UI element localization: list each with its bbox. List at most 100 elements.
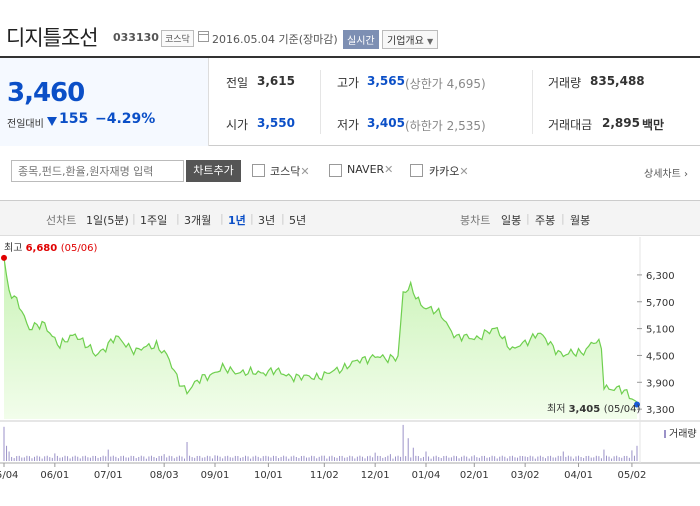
trade-value: 2,895 [602,116,640,130]
volume-bar [290,456,292,461]
remove-icon[interactable]: ✕ [459,165,469,178]
volume-bar [557,455,559,461]
volume-bar [44,456,46,461]
volume-bar [117,458,119,461]
compare-checkbox-kosdaq[interactable] [252,164,265,177]
x-tick-label: 05/02 [618,470,647,481]
x-tick-label: 06/01 [40,470,69,481]
volume-bar [21,457,23,461]
volume-bar [168,455,170,461]
price-chart[interactable]: 6,300 5,700 5,100 4,500 3,900 3,300 최고 6,680 (… [0,237,700,506]
compare-checkbox-naver[interactable] [329,164,342,177]
volume-bar [262,456,264,461]
volume-bar [229,457,231,461]
volume-bar [448,457,450,461]
chart-tabs: 선차트 1일(5분) | 1주일 | 3개월 | 1년 | 3년 | 5년 봉차… [0,200,700,236]
remove-icon[interactable]: ✕ [384,163,394,176]
x-tick-label: 10/01 [254,470,283,481]
volume-bar [534,458,536,461]
min-label: 최저 3,405 (05/04) [547,403,640,415]
volume-bar [583,457,585,461]
volume-bar [407,438,409,461]
volume-bar [125,457,127,461]
volume-bar [245,455,247,461]
tab-daily[interactable]: 일봉 [501,214,522,227]
volume-bar [382,457,384,461]
volume-bar [598,456,600,461]
company-info-dropdown[interactable]: 기업개요 ▼ [382,30,439,49]
volume-bar [631,450,633,461]
volume-bar [354,458,356,461]
tab-3month[interactable]: 3개월 [184,214,212,227]
volume-bar [110,456,112,461]
volume-bar [532,456,534,461]
volume-bar [300,456,302,461]
volume-bar [491,455,493,461]
tab-1day[interactable]: 1일(5분) [86,214,129,227]
price-area [4,257,637,419]
volume-bar [145,458,147,461]
volume-bar [605,455,607,461]
volume-bar [537,456,539,461]
calendar-icon [198,31,209,42]
volume-bar [621,457,623,461]
tab-1year[interactable]: 1년 [228,214,246,227]
volume-bar [275,456,277,461]
volume-bar [524,456,526,461]
y-tick-label: 5,100 [646,325,675,336]
volume-bar [433,456,435,461]
low-label: 저가 [337,118,360,132]
remove-icon[interactable]: ✕ [300,165,310,178]
volume-bar [331,455,333,461]
volume-bar [140,455,142,461]
volume-bar [377,455,379,461]
volume-bar [374,452,376,461]
volume-bar [626,455,628,461]
volume-bar [255,455,257,461]
add-chart-button[interactable]: 차트추가 [186,160,241,182]
volume-bar [107,449,109,461]
volume-bar [410,457,412,461]
volume-bar [600,458,602,461]
tab-weekly[interactable]: 주봉 [535,214,556,227]
volume-bar [364,458,366,461]
volume-bar [181,456,183,461]
volume-bar [227,455,229,461]
volume-bar [623,455,625,461]
volume-bar [555,457,557,461]
volume-bar [473,455,475,461]
volume-bar [79,458,81,461]
volume-bar [64,455,66,461]
tab-5year[interactable]: 5년 [289,214,307,227]
volume-bar [153,456,155,461]
volume-bar [316,458,318,461]
realtime-button[interactable]: 실시간 [343,30,379,49]
volume-bar [252,456,254,461]
volume-bar [222,458,224,461]
volume-bar [349,455,351,461]
volume-bar [295,456,297,461]
volume-bar [461,456,463,461]
x-tick-label: 05/04 [0,470,18,481]
volume-bar [250,458,252,461]
volume-bar [438,457,440,461]
tab-1week[interactable]: 1주일 [140,214,168,227]
detail-chart-link[interactable]: 상세차트 › [644,169,688,180]
volume-bar [270,457,272,461]
tab-monthly[interactable]: 월봉 [570,214,591,227]
x-tick-label: 08/03 [150,470,179,481]
volume-bar [313,456,315,461]
volume-bar [618,457,620,461]
volume-bar [201,457,203,461]
compare-checkbox-kakao[interactable] [410,164,423,177]
volume-bar [367,456,369,461]
upper-limit: (상한가 4,695) [405,77,486,91]
tab-3year[interactable]: 3년 [258,214,276,227]
y-tick-label: 3,900 [646,378,675,389]
volume-bar [133,456,135,461]
volume-bar [135,458,137,461]
tab-separator: | [561,212,565,225]
volume-bar [194,457,196,461]
search-input[interactable] [11,160,184,182]
volume-bar [130,455,132,461]
